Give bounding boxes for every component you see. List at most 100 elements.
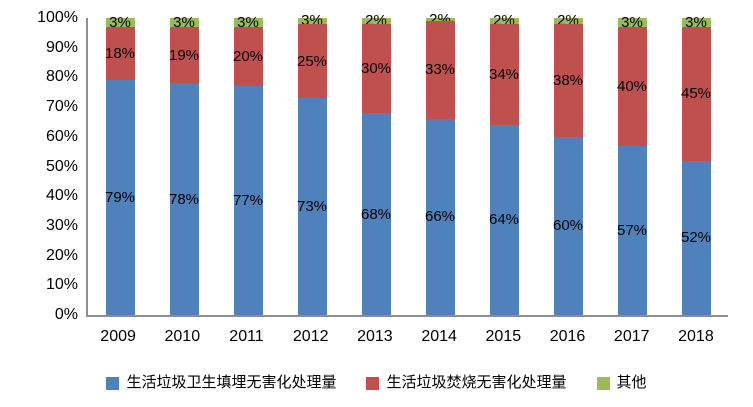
bar-segment-incineration: 45% <box>680 26 712 161</box>
bar-2010: 3% 19% 78% <box>168 13 200 315</box>
segment-data-label: 52% <box>680 229 712 247</box>
legend-swatch-landfill <box>106 376 120 390</box>
bar-segment-incineration: 25% <box>296 23 328 99</box>
legend-item-landfill: 生活垃圾卫生填埋无害化处理量 <box>106 374 336 392</box>
bar-2015: 2% 34% 64% <box>488 13 520 315</box>
segment-data-label: 79% <box>104 189 136 207</box>
x-tick-label: 2015 <box>485 328 522 345</box>
legend-label: 生活垃圾卫生填埋无害化处理量 <box>126 374 337 391</box>
legend-label: 生活垃圾焚烧无害化处理量 <box>386 374 567 391</box>
segment-data-label: 57% <box>616 221 648 239</box>
bar-segment-other: 3% <box>169 13 199 31</box>
segment-data-label: 19% <box>168 46 200 64</box>
bar-segment-landfill: 66% <box>424 118 456 315</box>
bar-segment-landfill: 57% <box>616 145 648 315</box>
bar-segment-landfill: 64% <box>489 124 519 315</box>
legend-label: 其他 <box>616 374 647 391</box>
segment-data-label: 77% <box>232 192 264 210</box>
y-tick-label: 70% <box>45 98 78 116</box>
segment-data-label: 40% <box>616 77 648 95</box>
bar-segment-incineration: 40% <box>616 26 648 146</box>
segment-data-label: 18% <box>104 45 136 63</box>
segment-data-label: 34% <box>488 65 520 83</box>
x-tick-label: 2018 <box>678 328 714 345</box>
bar-2011: 3% 20% 77% <box>232 13 264 315</box>
bar-segment-other: 3% <box>617 13 647 31</box>
segment-data-label: 73% <box>296 198 328 216</box>
bar-2014: 2% 33% 66% <box>424 12 456 315</box>
bar-segment-incineration: 30% <box>360 23 392 114</box>
bar-segment-incineration: 34% <box>488 23 520 125</box>
legend-item-other: 其他 <box>596 374 647 392</box>
segment-data-label: 60% <box>552 217 584 235</box>
bar-slot: 2% 30% 68% <box>344 13 408 315</box>
x-tick-label: 2010 <box>164 328 201 345</box>
bar-slot: 3% 20% 77% <box>216 13 280 315</box>
segment-data-label: 3% <box>109 13 131 31</box>
bar-segment-other: 3% <box>233 13 263 31</box>
x-tick-label: 2012 <box>292 328 329 345</box>
x-tick-label: 2011 <box>229 328 264 345</box>
segment-data-label: 3% <box>173 13 195 31</box>
y-tick-label: 100% <box>37 9 78 26</box>
segment-data-label: 20% <box>232 48 264 66</box>
bar-segment-incineration: 18% <box>104 26 136 81</box>
bar-segment-incineration: 33% <box>424 20 456 119</box>
y-tick-label: 80% <box>45 68 78 86</box>
segment-data-label: 3% <box>621 13 643 31</box>
segment-data-label: 38% <box>552 71 584 89</box>
legend: 生活垃圾卫生填埋无害化处理量 生活垃圾焚烧无害化处理量 其他 <box>0 368 753 398</box>
bar-2016: 2% 38% 60% <box>552 13 584 315</box>
bar-2013: 2% 30% 68% <box>360 13 392 315</box>
bar-2009: 3% 18% 79% <box>104 13 136 315</box>
plot-area: 3% 18% 79% 3% 19% 78% 3% 20% 77% 3% 25% 73% 2% 30% 68%… <box>86 12 728 317</box>
bar-segment-other: 3% <box>681 13 711 31</box>
segment-data-label: 33% <box>424 61 456 79</box>
segment-data-label: 78% <box>168 190 200 208</box>
bar-slot: 2% 33% 66% <box>408 12 472 315</box>
bar-segment-landfill: 68% <box>360 113 392 315</box>
y-tick-label: 20% <box>45 246 78 264</box>
segment-data-label: 68% <box>360 205 392 223</box>
bar-slot: 3% 18% 79% <box>88 13 152 315</box>
y-tick-label: 0% <box>54 306 78 323</box>
segment-data-label: 3% <box>685 13 707 31</box>
segment-data-label: 3% <box>237 13 259 31</box>
bar-segment-other: 3% <box>105 13 135 31</box>
legend-swatch-incineration <box>366 376 380 390</box>
bar-2018: 3% 45% 52% <box>680 13 712 315</box>
y-tick-label: 40% <box>45 187 78 205</box>
bar-segment-landfill: 73% <box>296 98 328 315</box>
x-tick-label: 2009 <box>100 328 136 345</box>
x-tick-label: 2013 <box>357 328 393 345</box>
bar-2017: 3% 40% 57% <box>616 13 648 315</box>
y-tick-label: 50% <box>45 157 78 175</box>
bar-segment-landfill: 60% <box>552 136 584 315</box>
segment-data-label: 25% <box>296 52 328 70</box>
x-tick-label: 2017 <box>613 328 650 345</box>
y-tick-label: 10% <box>45 276 78 294</box>
bar-segment-incineration: 19% <box>168 26 200 84</box>
bar-2012: 3% 25% 73% <box>296 13 328 315</box>
x-tick-label: 2014 <box>421 328 457 345</box>
bar-slot: 2% 34% 64% <box>472 13 536 315</box>
bar-segment-incineration: 20% <box>232 26 264 87</box>
bar-segment-landfill: 77% <box>232 86 264 315</box>
bar-segment-incineration: 38% <box>552 23 584 137</box>
x-tick-label: 2016 <box>549 328 586 345</box>
y-tick-label: 90% <box>45 38 78 56</box>
segment-data-label: 45% <box>680 85 712 103</box>
segment-data-label: 30% <box>360 59 392 77</box>
legend-swatch-other <box>596 376 610 390</box>
legend-item-incineration: 生活垃圾焚烧无害化处理量 <box>366 374 567 392</box>
y-tick-label: 60% <box>45 127 78 145</box>
bar-segment-landfill: 79% <box>104 80 136 315</box>
x-axis: 2009 2010 2011 2012 2013 2014 2015 2016 2017 2018 <box>86 326 728 348</box>
bar-segment-landfill: 52% <box>680 160 712 315</box>
bar-slot: 3% 40% 57% <box>600 13 664 315</box>
segment-data-label: 66% <box>424 208 456 226</box>
bar-slot: 2% 38% 60% <box>536 13 600 315</box>
bar-slot: 3% 19% 78% <box>152 13 216 315</box>
bar-slot: 3% 25% 73% <box>280 13 344 315</box>
